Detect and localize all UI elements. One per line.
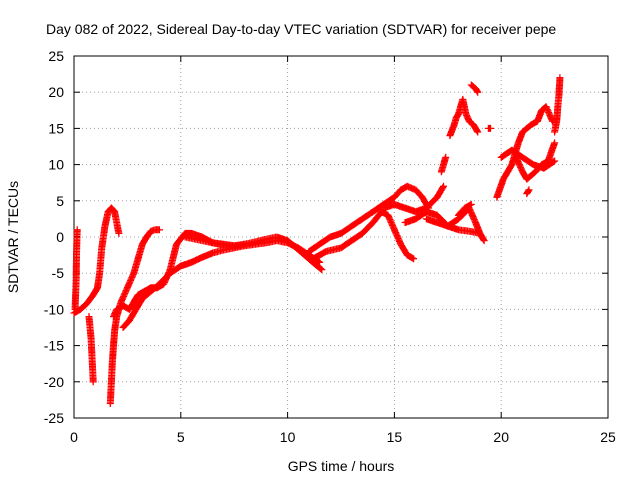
data-arc	[455, 200, 475, 219]
data-arc	[70, 204, 123, 317]
data-arc	[71, 226, 81, 313]
data-arc	[437, 153, 450, 176]
x-tick-label: 5	[177, 429, 185, 445]
x-tick-label: 15	[387, 429, 403, 445]
y-tick-labels: -25 -20 -15 -10 -5 0 5 10 15 20 25	[44, 48, 64, 426]
x-tick-label: 25	[600, 429, 616, 445]
y-tick-label: 5	[56, 193, 64, 209]
data-point	[305, 182, 433, 255]
data-point	[467, 81, 482, 96]
y-tick-label: 25	[48, 48, 64, 64]
data-point	[71, 226, 81, 313]
y-tick-label: 0	[56, 229, 64, 245]
x-tick-label: 20	[493, 429, 509, 445]
data-point	[70, 204, 123, 317]
data-point	[497, 146, 559, 172]
data-point	[446, 95, 482, 140]
data-point	[380, 182, 447, 216]
data-point	[523, 186, 533, 198]
data-point	[85, 313, 97, 386]
chart-title: Day 082 of 2022, Sidereal Day-to-day VTE…	[46, 21, 556, 37]
data-arc	[493, 103, 556, 201]
data-point	[309, 208, 418, 263]
data-arc	[484, 124, 494, 132]
data-arc	[380, 182, 447, 216]
data-arc	[497, 146, 559, 172]
data-arc	[309, 208, 418, 263]
gridlines	[74, 56, 608, 418]
x-axis-label: GPS time / hours	[288, 458, 395, 474]
y-tick-label: -5	[52, 265, 65, 281]
y-tick-label: 10	[48, 157, 64, 173]
data-arc	[551, 74, 564, 136]
axis-ticks	[73, 55, 609, 419]
data-arc	[512, 139, 559, 183]
data-point	[484, 124, 494, 132]
data-arc	[422, 204, 488, 245]
data-point	[455, 200, 475, 219]
data-point	[493, 103, 556, 201]
y-tick-label: -25	[44, 410, 64, 426]
data-point	[106, 226, 163, 407]
y-tick-label: 20	[48, 84, 64, 100]
data-point	[551, 74, 564, 136]
data-arc	[85, 313, 97, 386]
data-points	[70, 74, 564, 407]
data-arc	[106, 226, 163, 407]
data-point	[437, 153, 450, 176]
data-point	[422, 204, 488, 245]
data-arc	[305, 182, 433, 255]
x-tick-labels: 0 5 10 15 20 25	[70, 429, 616, 445]
data-point	[181, 233, 326, 274]
data-arc	[181, 233, 326, 274]
x-tick-label: 0	[70, 429, 78, 445]
y-tick-label: -10	[44, 301, 64, 317]
data-arc	[523, 186, 533, 198]
y-axis-label: SDTVAR / TECUs	[5, 181, 21, 293]
data-point	[119, 237, 324, 331]
data-point	[512, 139, 559, 183]
data-arc	[446, 95, 482, 140]
y-tick-label: -20	[44, 374, 64, 390]
y-tick-label: 15	[48, 120, 64, 136]
data-arc	[119, 237, 324, 331]
x-tick-label: 10	[280, 429, 296, 445]
data-arc	[467, 81, 482, 96]
y-tick-label: -15	[44, 338, 64, 354]
